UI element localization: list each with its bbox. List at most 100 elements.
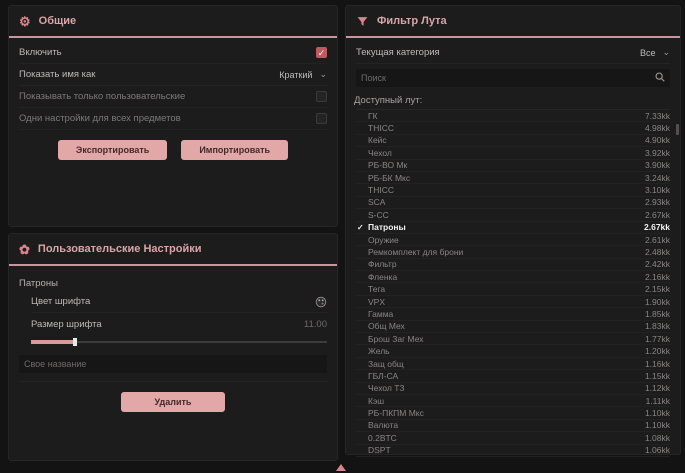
delete-row: Удалить (19, 392, 327, 412)
loot-item-value: 1.08kk (644, 432, 670, 443)
loot-item-name: Фленка (368, 271, 398, 282)
loot-item-value: 2.15kk (644, 284, 670, 295)
header-divider (346, 36, 680, 38)
loot-list-item[interactable]: DSPT 1.06kk (356, 445, 670, 457)
same-for-all-checkbox[interactable]: ✓ (316, 113, 327, 124)
loot-item-value: 3.90kk (644, 160, 670, 171)
loot-item-name: Оружие (368, 234, 399, 245)
export-button[interactable]: Экспортировать (57, 140, 168, 160)
loot-item-value: 1.12kk (644, 383, 670, 394)
loot-list-item[interactable]: 0.2BTC 1.08kk (356, 432, 670, 445)
loot-item-name: Валюта (368, 420, 399, 431)
funnel-icon (356, 15, 369, 28)
panel-title-general: Общие (38, 15, 77, 27)
loot-list-item[interactable]: VPX 1.90kk (356, 296, 670, 309)
color-picker-icon[interactable] (315, 296, 327, 308)
only-custom-row: Показывать только пользовательские ✓ (19, 86, 327, 108)
search-input[interactable] (356, 69, 670, 87)
loot-list-item[interactable]: Кэш 1.11kk (356, 395, 670, 408)
check-icon: ✓ (357, 222, 364, 232)
name-mode-label: Показать имя как (19, 69, 96, 80)
loot-list-item[interactable]: Жель 1.20kk (356, 345, 670, 358)
font-size-label: Размер шрифта (31, 318, 102, 330)
header-divider (9, 264, 337, 266)
loot-item-value: 1.16kk (644, 358, 670, 369)
chevron-down-icon: ⌄ (662, 47, 670, 57)
loot-item-value: 3.10kk (644, 185, 670, 196)
loot-list-item[interactable]: SCA 2.93kk (356, 197, 670, 210)
loot-list-item[interactable]: THICC 4.98kk (356, 122, 670, 135)
import-button[interactable]: Импортировать (181, 140, 289, 160)
selected-item-name: Патроны (19, 278, 58, 289)
search-row (356, 68, 670, 87)
loot-list-item[interactable]: Общ Мех 1.83kk (356, 321, 670, 334)
enable-checkbox[interactable]: ✓ (316, 47, 327, 58)
loot-item-name: Патроны (368, 222, 406, 233)
loot-item-value: 1.20kk (644, 346, 670, 357)
loot-list-item[interactable]: Фильтр 2.42kk (356, 259, 670, 272)
loot-list-item[interactable]: Оружие 2.61kk (356, 234, 670, 247)
general-panel-header: ⚙ Общие (19, 6, 327, 36)
loot-item-value: 2.67kk (644, 209, 670, 220)
loot-item-name: Фильтр (368, 259, 397, 270)
slider-handle[interactable] (73, 338, 78, 346)
loot-item-value: 2.42kk (644, 259, 670, 270)
loot-list-item[interactable]: Чехол 3.92kk (356, 147, 670, 160)
loot-list-item[interactable]: ГБЛ-СА 1.15kk (356, 370, 670, 383)
loot-item-name: ГБЛ-СА (368, 370, 399, 381)
category-row: Текущая категория Все ⌄ (356, 42, 670, 64)
loot-item-name: РБ-ВО Мк (368, 160, 408, 171)
general-settings-panel: ⚙ Общие Включить ✓ Показать имя как Крат… (8, 5, 338, 227)
loot-list-item[interactable]: РБ-БК Мкс 3.24kk (356, 172, 670, 185)
loot-item-value: 1.11kk (645, 395, 670, 406)
loot-item-value: 7.33kk (644, 110, 670, 121)
loot-list-item[interactable]: Кейс 4.90kk (356, 135, 670, 148)
same-for-all-row: Одни настройки для всех предметов ✓ (19, 108, 327, 130)
enable-label: Включить (19, 47, 62, 58)
loot-list-item[interactable]: Ремкомплект для брони 2.48kk (356, 246, 670, 259)
search-icon[interactable] (654, 71, 666, 83)
enable-row: Включить ✓ (19, 42, 327, 64)
loot-item-value: 1.77kk (644, 333, 670, 344)
loot-list: ГК 7.33kk THICC 4.98kk Кейс 4.90kk Чехол 3.92kk… (356, 109, 679, 457)
loot-list-item[interactable]: Брош Заг Мех 1.77kk (356, 333, 670, 346)
delete-button[interactable]: Удалить (120, 392, 226, 412)
category-dropdown[interactable]: Все ⌄ (640, 47, 670, 58)
resize-handle-icon[interactable] (336, 464, 346, 471)
loot-item-name: DSPT (368, 445, 391, 456)
category-label: Текущая категория (356, 47, 440, 58)
loot-list-item[interactable]: РБ-ВО Мк 3.90kk (356, 160, 670, 172)
font-size-row: Размер шрифта 11.00 (31, 313, 327, 335)
loot-list-item[interactable]: Фленка 2.16kk (356, 271, 670, 284)
loot-item-name: THICC (368, 185, 394, 196)
loot-filter-panel: Фильтр Лута Текущая категория Все ⌄ Дост… (345, 5, 681, 457)
loot-item-name: Брош Заг Мех (368, 333, 424, 344)
loot-list-item[interactable]: Гамма 1.85kk (356, 308, 670, 321)
loot-list-item[interactable]: Валюта 1.10kk (356, 420, 670, 433)
name-mode-dropdown[interactable]: Краткий ⌄ (279, 69, 327, 80)
panel-title-custom: Пользовательские Настройки (37, 243, 202, 255)
loot-list-item[interactable]: ГК 7.33kk (356, 110, 670, 123)
loot-list-item[interactable]: Защ общ 1.16kk (356, 358, 670, 371)
loot-list-item[interactable]: THICC 3.10kk (356, 184, 670, 197)
slider-fill (31, 340, 76, 344)
loot-list-item[interactable]: ✓ Патроны 2.67kk (356, 222, 670, 234)
loot-item-name: VPX (368, 296, 386, 307)
custom-name-input[interactable] (19, 355, 327, 373)
loot-item-name: Чехол (368, 147, 392, 158)
loot-item-name: 0.2BTC (368, 432, 397, 443)
font-size-slider[interactable] (31, 338, 327, 346)
loot-item-name: SCA (368, 197, 386, 208)
scrollbar-thumb[interactable] (676, 124, 679, 135)
loot-item-value: 4.98kk (644, 123, 670, 134)
loot-item-value: 1.15kk (644, 370, 670, 381)
loot-list-item[interactable]: S-CC 2.67kk (356, 209, 670, 222)
loot-item-value: 2.61kk (644, 234, 670, 245)
loot-list-item[interactable]: Чехол ТЗ 1.12kk (356, 383, 670, 395)
loot-list-item[interactable]: РБ-ПКПМ Мкс 1.10kk (356, 407, 670, 420)
only-custom-label: Показывать только пользовательские (19, 91, 186, 102)
loot-item-value: 2.93kk (644, 197, 670, 208)
only-custom-checkbox[interactable]: ✓ (316, 91, 327, 102)
chevron-down-icon: ⌄ (319, 69, 327, 79)
loot-list-item[interactable]: Тега 2.15kk (356, 283, 670, 296)
